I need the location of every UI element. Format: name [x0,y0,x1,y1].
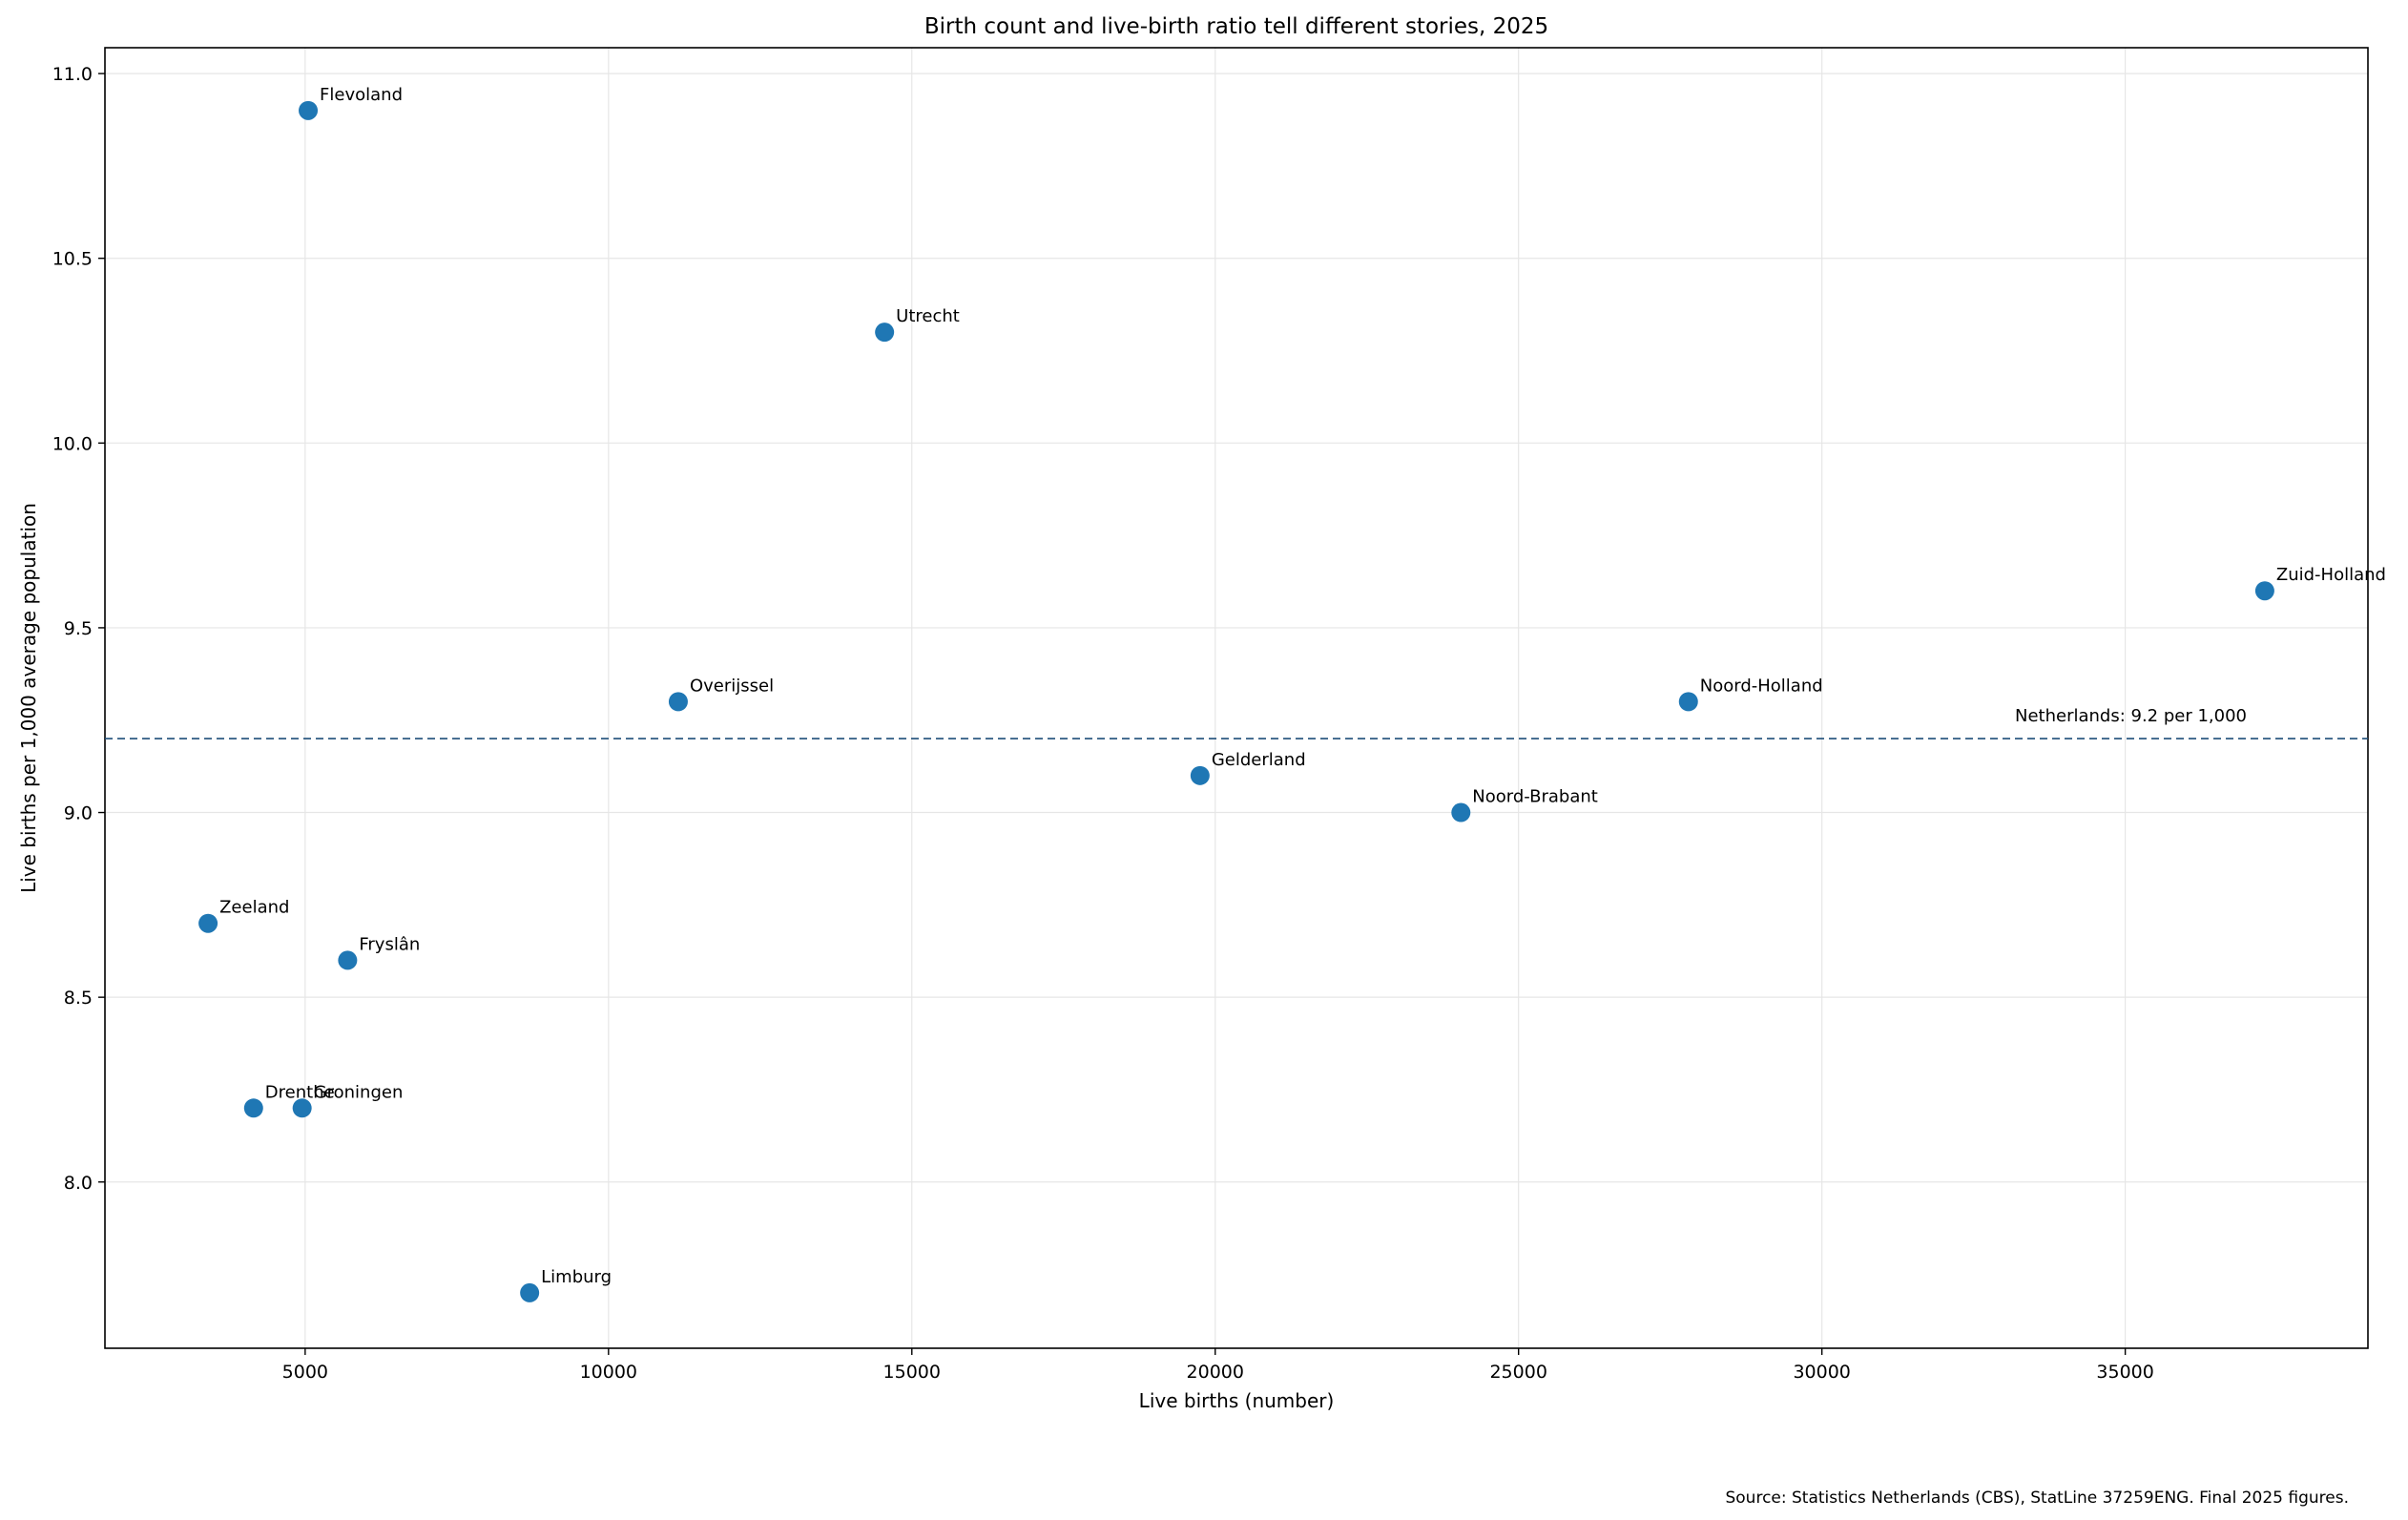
y-axis-ticks: 8.0 8.5 9.0 9.5 10.0 10.5 11.0 [52,64,105,1194]
point-label: Noord-Brabant [1472,787,1598,807]
data-point: Groningen [292,1082,404,1118]
grid [105,48,2368,1348]
y-tick-label: 10.0 [52,433,93,454]
x-tick-label: 30000 [1793,1362,1850,1383]
point-label: Groningen [314,1082,404,1102]
point-marker [668,692,688,712]
x-tick-label: 15000 [883,1362,941,1383]
x-axis-label: Live births (number) [1139,1389,1335,1412]
data-points: Flevoland Utrecht Zuid-Holland Overijssel No… [198,85,2386,1302]
y-tick-label: 9.5 [64,618,93,639]
source-note: Source: Statistics Netherlands (CBS), St… [1725,1489,2349,1508]
y-tick-label: 8.5 [64,988,93,1009]
x-tick-label: 10000 [580,1362,637,1383]
data-point: Noord-Brabant [1451,787,1598,822]
data-point: Fryslân [338,934,420,970]
data-point: Zeeland [198,898,289,933]
point-label: Overijssel [690,676,774,696]
x-tick-label: 25000 [1489,1362,1547,1383]
point-marker [198,913,218,933]
x-tick-label: 5000 [282,1362,328,1383]
point-marker [338,950,358,970]
point-marker [520,1282,540,1302]
data-point: Drenthe [243,1082,335,1118]
point-marker [1678,692,1698,712]
point-label: Limburg [541,1267,612,1287]
point-label: Drenthe [265,1082,335,1102]
point-label: Utrecht [896,306,960,326]
x-axis-ticks: 5000 10000 15000 20000 25000 30000 35000 [282,1348,2154,1383]
point-marker [875,323,895,343]
point-marker [292,1098,312,1118]
plot-area-frame [104,47,2369,1349]
national-average-label: Netherlands: 9.2 per 1,000 [2015,706,2247,726]
y-axis-label: Live births per 1,000 average population [17,503,40,893]
point-label: Zeeland [219,898,289,918]
y-tick-label: 8.0 [64,1173,93,1194]
point-label: Fryslân [359,934,420,954]
point-marker [1190,765,1210,785]
data-point: Flevoland [299,85,403,120]
point-label: Zuid-Holland [2276,565,2386,585]
data-point: Overijssel [668,676,774,712]
data-point: Limburg [520,1267,612,1302]
y-tick-label: 10.5 [52,249,93,270]
point-marker [243,1098,263,1118]
point-marker [1451,802,1471,822]
point-marker [299,100,319,120]
chart-title: Birth count and live-birth ratio tell di… [924,14,1548,39]
point-label: Flevoland [320,85,403,105]
y-tick-label: 11.0 [52,64,93,85]
point-label: Gelderland [1212,750,1306,770]
data-point: Noord-Holland [1678,676,1823,712]
data-point: Zuid-Holland [2254,565,2386,601]
point-marker [2254,581,2274,601]
y-tick-label: 9.0 [64,803,93,824]
x-tick-label: 20000 [1187,1362,1244,1383]
data-point: Utrecht [875,306,960,343]
data-point: Gelderland [1190,750,1306,785]
point-label: Noord-Holland [1700,676,1823,696]
x-tick-label: 35000 [2096,1362,2153,1383]
